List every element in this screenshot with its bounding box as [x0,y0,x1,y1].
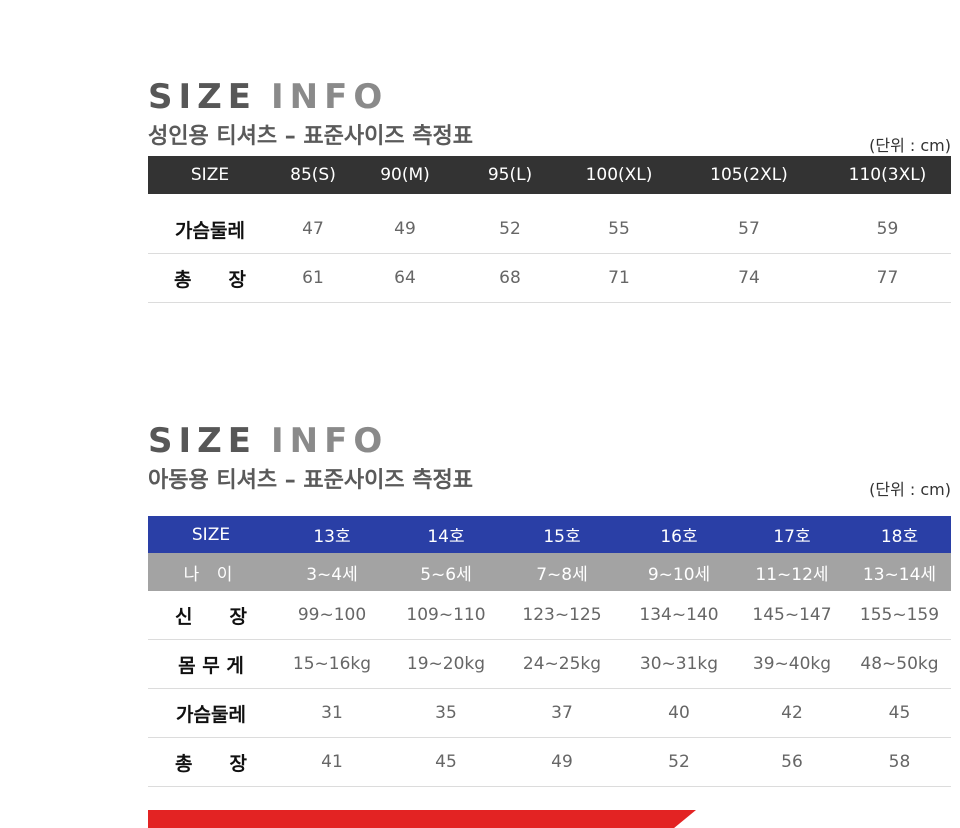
table-cell: 59 [876,219,899,239]
row-label: 몸 무 게 [178,654,244,677]
table-cell: 71 [608,268,630,288]
row-label-part: 신 [175,605,193,628]
table-cell: 68 [499,268,521,288]
header-cell: 90(M) [380,165,430,185]
age-cell: 13~14세 [862,564,937,585]
header-cell: 13호 [313,527,351,547]
row-label: 가슴둘레 [176,703,246,726]
table-row: 총 장 61 64 68 71 74 77 [148,254,951,303]
table-cell: 109~110 [406,605,486,625]
row-label: 가슴둘레 [175,219,245,242]
table-cell: 37 [551,703,573,723]
age-cell: 3~4세 [306,564,358,585]
heading-word-size: SIZE [148,421,258,461]
adult-size-table: SIZE 85(S) 90(M) 95(L) 100(XL) 105(2XL) … [148,156,951,303]
adult-table-header: SIZE 85(S) 90(M) 95(L) 100(XL) 105(2XL) … [148,156,951,194]
row-label-part: 총 [174,268,192,291]
adult-size-section: SIZE INFO 성인용 티셔츠 – 표준사이즈 측정표 (단위 : cm) S… [148,78,951,303]
heading-word-info: INFO [271,77,389,117]
table-cell: 31 [321,703,343,723]
table-cell: 30~31kg [639,654,719,674]
header-cell: 14호 [427,527,465,547]
table-row: 몸 무 게 15~16kg 19~20kg 24~25kg 30~31kg 39… [148,640,951,689]
header-cell: SIZE [190,165,230,185]
table-cell: 42 [781,703,803,723]
kids-section-heading: SIZE INFO [148,422,951,460]
table-cell: 55 [608,219,630,239]
adult-subtitle: 성인용 티셔츠 – 표준사이즈 측정표 [148,124,473,149]
row-label: 신 장 [148,591,274,639]
table-cell: 61 [302,268,324,288]
table-cell: 45 [888,703,911,723]
header-cell: 15호 [543,527,581,547]
kids-table-header: SIZE 13호 14호 15호 16호 17호 18호 [148,516,951,553]
row-label-part: 장 [229,605,247,628]
table-cell: 48~50kg [860,654,939,674]
row-label: 총 장 [148,254,272,302]
table-cell: 58 [888,752,911,772]
table-row: 신 장 99~100 109~110 123~125 134~140 145~1… [148,591,951,640]
table-cell: 155~159 [859,605,940,625]
table-cell: 49 [551,752,573,772]
table-cell: 57 [738,219,760,239]
table-cell: 74 [738,268,760,288]
kids-unit-note: (단위 : cm) [869,480,951,499]
table-row: 가슴둘레 47 49 52 55 57 59 [148,205,951,254]
table-cell: 145~147 [752,605,832,625]
row-label-part: 총 [175,752,193,775]
table-row: 총 장 41 45 49 52 56 58 [148,738,951,787]
table-cell: 19~20kg [406,654,486,674]
table-cell: 24~25kg [522,654,602,674]
header-cell: 105(2XL) [710,165,788,185]
kids-subtitle: 아동용 티셔츠 – 표준사이즈 측정표 [148,468,473,493]
age-cell: 11~12세 [755,564,829,585]
table-cell: 64 [394,268,416,288]
table-cell: 52 [668,752,690,772]
table-cell: 15~16kg [292,654,372,674]
header-cell: 16호 [660,527,698,547]
header-cell: 17호 [773,527,811,547]
table-cell: 56 [781,752,803,772]
kids-size-table: SIZE 13호 14호 15호 16호 17호 18호 나 이 3~4세 5~… [148,516,951,787]
table-cell: 134~140 [639,605,719,625]
age-cell: 5~6세 [420,564,472,585]
red-banner-strip [148,810,696,828]
table-cell: 35 [435,703,457,723]
heading-word-size: SIZE [148,77,258,117]
table-cell: 40 [668,703,690,723]
adult-unit-note: (단위 : cm) [869,136,951,155]
header-cell: 85(S) [290,165,336,185]
table-cell: 47 [302,219,324,239]
age-cell: 9~10세 [647,564,711,585]
row-label-part: 장 [229,752,247,775]
table-cell: 77 [876,268,899,288]
age-cell: 7~8세 [536,564,588,585]
table-cell: 99~100 [297,605,367,625]
kids-size-section: SIZE INFO 아동용 티셔츠 – 표준사이즈 측정표 (단위 : cm) S… [148,422,951,787]
row-label: 총 장 [148,738,274,786]
header-cell: 95(L) [487,165,533,185]
table-cell: 123~125 [522,605,602,625]
header-cell: 100(XL) [585,165,653,185]
table-row: 가슴둘레 31 35 37 40 42 45 [148,689,951,738]
header-cell: 110(3XL) [848,165,927,185]
table-cell: 45 [435,752,457,772]
heading-word-info: INFO [271,421,389,461]
header-cell: 18호 [880,527,919,547]
table-cell: 49 [394,219,416,239]
adult-section-heading: SIZE INFO [148,78,951,116]
age-cell: 나 이 [183,564,239,585]
kids-age-row: 나 이 3~4세 5~6세 7~8세 9~10세 11~12세 13~14세 [148,553,951,591]
table-cell: 52 [499,219,521,239]
header-cell: SIZE [191,524,231,545]
table-cell: 41 [321,752,343,772]
table-cell: 39~40kg [752,654,832,674]
row-label-part: 장 [228,268,246,291]
